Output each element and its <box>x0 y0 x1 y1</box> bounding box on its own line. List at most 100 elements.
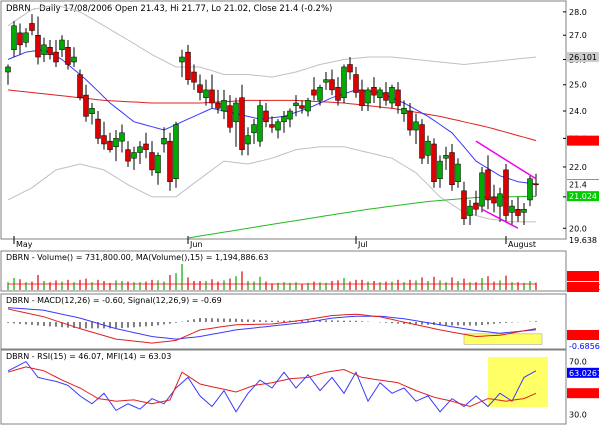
rsi-value-tags: 70.0 63.0267 46.067 30.0 <box>567 356 600 420</box>
candle-body <box>323 79 329 83</box>
volume-tag-text: 731,800 <box>569 283 600 292</box>
month-label: May <box>16 240 33 249</box>
candle-body <box>191 71 197 83</box>
candle-body <box>83 94 89 117</box>
candle-body <box>437 160 443 180</box>
mfi-line <box>7 360 537 413</box>
candle-body <box>275 121 281 131</box>
candle-body <box>137 146 143 153</box>
price-panel: DBRN - Daily 17/08/2006 Open 21.43, Hi 2… <box>0 0 599 249</box>
candle-body <box>263 110 269 123</box>
candle-body <box>119 132 125 142</box>
candle-body <box>77 74 83 98</box>
candle-body <box>11 25 17 50</box>
volume-tag-bg <box>567 271 599 281</box>
rsi-label: DBRN - RSI(15) = 46.07, MFI(14) = 63.03 <box>6 352 171 361</box>
bollinger-bands <box>7 4 537 223</box>
rsi-tag-text: 46.067 <box>569 389 597 398</box>
candle-body <box>377 89 383 98</box>
candle-body <box>359 89 365 106</box>
candle-body <box>341 66 347 98</box>
candle-body <box>107 140 113 150</box>
candle-body <box>89 108 95 114</box>
rsi-highlight-box <box>488 357 548 407</box>
candle-body <box>221 100 227 112</box>
volume-value-tags: 1,194,887 731,800 <box>567 271 600 292</box>
candle-body <box>209 89 215 104</box>
candle-body <box>5 66 11 73</box>
rsi-tag-text: 70.0 <box>569 358 587 367</box>
candle-body <box>41 44 47 55</box>
chart-title: DBRN - Daily 17/08/2006 Open 21.43, Hi 2… <box>6 4 332 14</box>
macd-label: DBRN - MACD(12,26) = -0.60, Signal(12,26… <box>6 296 222 305</box>
candle-body <box>149 152 155 171</box>
volume-panel: DBRN - Volume() = 731,800.00, MA(Volume(… <box>0 250 600 292</box>
macd-histogram <box>7 318 537 329</box>
price-tag-bg <box>567 135 599 146</box>
macd-tag-bg <box>567 330 599 340</box>
candle-body <box>29 23 35 31</box>
candle-body <box>485 169 491 201</box>
candle-body <box>383 92 389 101</box>
sma-slow-line <box>7 89 537 142</box>
price-tick-label: 25.0 <box>569 81 587 90</box>
macd-tag-text: -0.597 <box>569 331 595 340</box>
candle-body <box>497 193 503 207</box>
trendline <box>475 140 537 180</box>
candle-body <box>269 124 275 128</box>
sma-long-line <box>187 195 537 239</box>
macd-highlight-box <box>463 333 543 345</box>
candle-body <box>173 124 179 180</box>
price-axis-bottom-label: 19.638 <box>569 236 597 245</box>
candle-body <box>419 124 425 159</box>
candle-body <box>395 89 401 106</box>
month-label: August <box>508 240 536 249</box>
candle-body <box>71 56 77 63</box>
candle-body <box>101 135 107 145</box>
macd-highlight-rect <box>463 333 543 345</box>
month-axis: May Jun Jul August <box>13 236 536 249</box>
candle-body <box>491 196 497 204</box>
price-tag-text: 21.024 <box>569 192 597 201</box>
rsi-tag-bg <box>567 388 599 399</box>
candle-body <box>179 56 185 63</box>
trendline <box>481 208 519 229</box>
rsi-highlight-rect <box>488 357 548 407</box>
candle-body <box>125 149 131 162</box>
candle-body <box>215 102 221 109</box>
candle-body <box>455 163 461 182</box>
price-tick-label: 24.0 <box>569 107 587 116</box>
candle-body <box>287 110 293 120</box>
price-tick-label: 27.0 <box>569 31 587 40</box>
candle-body <box>167 140 173 182</box>
candle-body <box>527 178 533 201</box>
candle-body <box>317 87 323 101</box>
candle-body <box>305 100 311 112</box>
candle-body <box>35 34 41 58</box>
volume-label: DBRN - Volume() = 731,800.00, MA(Volume(… <box>6 253 268 262</box>
price-tick-label: 22.0 <box>569 163 587 172</box>
macd-value-tags: -0.597 -0.685602 <box>567 330 600 351</box>
candle-body <box>95 118 101 139</box>
candle-body <box>257 105 263 142</box>
macd-lines <box>7 307 537 344</box>
candle-body <box>197 84 203 93</box>
macd-tag-text: -0.685602 <box>569 342 600 351</box>
candle-body <box>65 47 71 65</box>
candle-body <box>371 87 377 96</box>
price-tag-bg <box>567 191 599 202</box>
rsi-tag-bg <box>567 367 599 378</box>
candle-body <box>23 32 29 43</box>
candle-body <box>449 152 455 185</box>
rsi-line <box>7 366 537 408</box>
price-tick-label: 20.0 <box>569 224 587 233</box>
candle-body <box>245 135 251 145</box>
volume-bars <box>7 264 537 290</box>
candle-body <box>155 155 161 174</box>
macd-signal-line <box>7 307 537 340</box>
candle-body <box>143 143 149 150</box>
candle-body <box>281 116 287 123</box>
candle-body <box>251 124 257 134</box>
